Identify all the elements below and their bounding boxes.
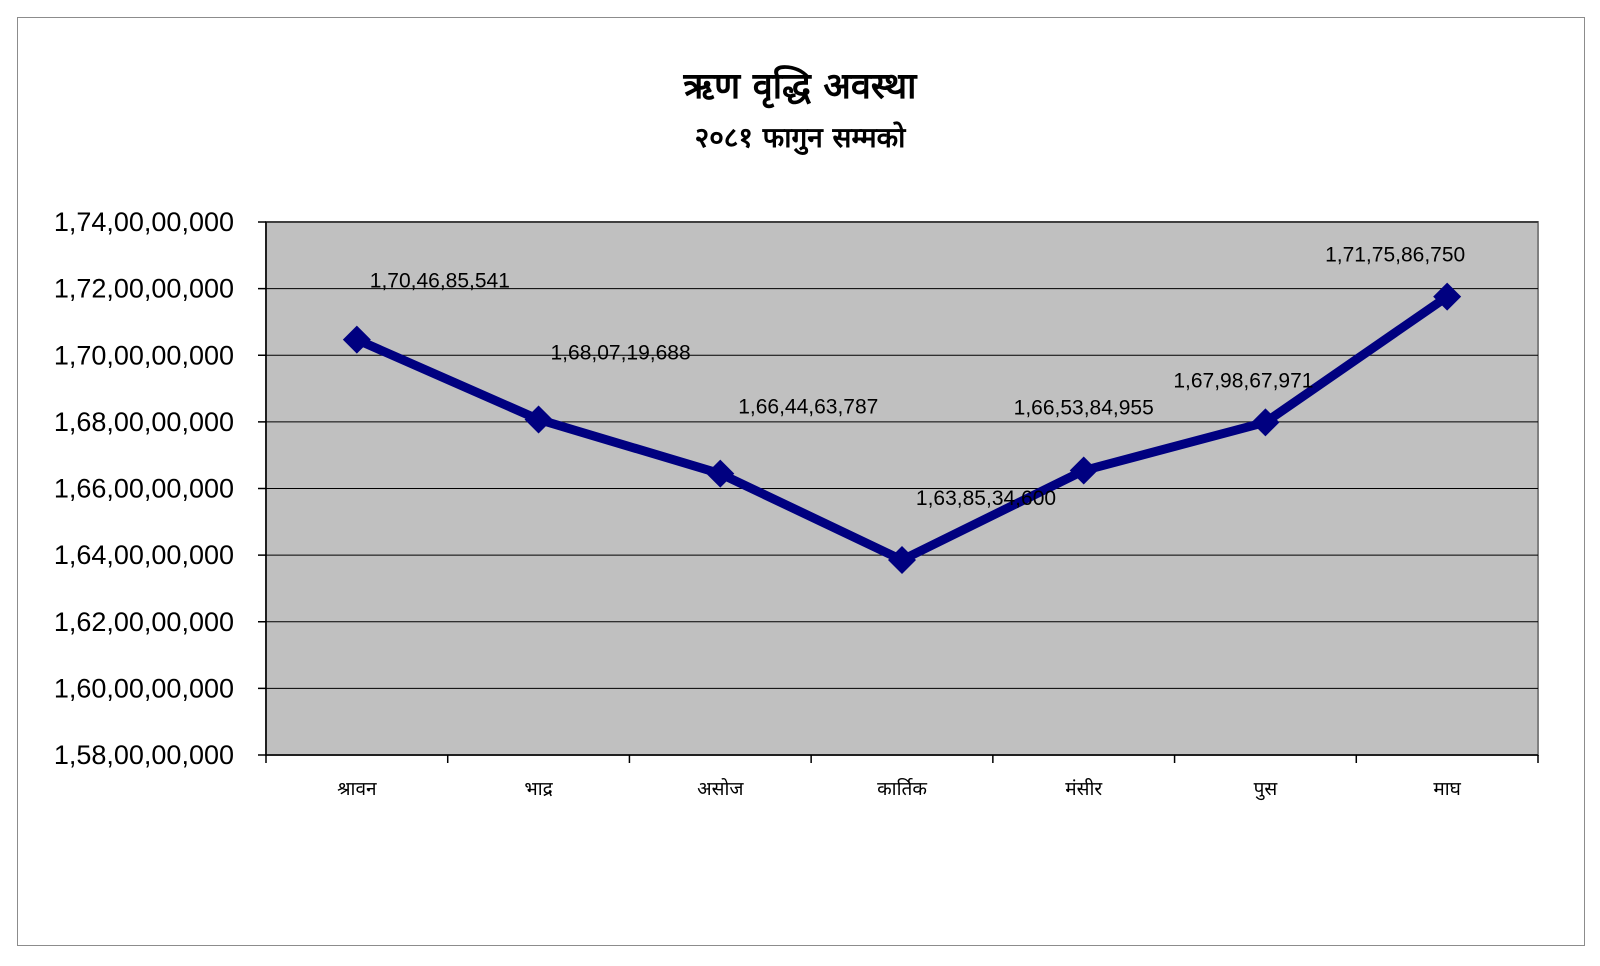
data-point-marker xyxy=(342,325,371,354)
data-label: 1,70,46,85,541 xyxy=(370,270,510,293)
y-tick-label: 1,64,00,00,000 xyxy=(54,540,234,570)
data-point-marker xyxy=(1433,282,1462,311)
chart-title: ऋण वृद्धि अवस्था xyxy=(683,66,917,107)
y-tick-label: 1,66,00,00,000 xyxy=(54,474,234,504)
data-label: 1,63,85,34,600 xyxy=(916,487,1056,510)
y-tick-label: 1,58,00,00,000 xyxy=(54,740,234,770)
y-tick-label: 1,62,00,00,000 xyxy=(54,607,234,637)
data-label: 1,66,53,84,955 xyxy=(1014,397,1154,420)
x-tick-label: श्रावन xyxy=(337,778,377,800)
y-tick-label: 1,68,00,00,000 xyxy=(54,407,234,437)
data-label: 1,66,44,63,787 xyxy=(738,396,878,419)
data-point-marker xyxy=(1069,456,1098,485)
data-label: 1,68,07,19,688 xyxy=(551,341,691,364)
x-tick-label: पुस xyxy=(1254,778,1279,801)
y-tick-label: 1,60,00,00,000 xyxy=(54,673,234,703)
data-point-marker xyxy=(888,546,916,575)
data-point-marker xyxy=(1251,408,1280,437)
data-point-marker xyxy=(706,459,735,488)
data-label: 1,71,75,86,750 xyxy=(1325,244,1465,267)
y-tick-label: 1,74,00,00,000 xyxy=(54,207,234,237)
x-tick-label: मंसीर xyxy=(1065,777,1103,800)
data-point-marker xyxy=(524,405,553,434)
x-tick-label: कार्तिक xyxy=(877,777,927,800)
chart-subtitle: २०८१ फागुन सम्मको xyxy=(694,121,906,154)
data-label: 1,67,98,67,971 xyxy=(1173,369,1313,392)
y-tick-label: 1,70,00,00,000 xyxy=(54,340,234,370)
x-tick-label: माघ xyxy=(1433,778,1461,800)
y-tick-label: 1,72,00,00,000 xyxy=(54,274,234,304)
x-tick-label: असोज xyxy=(697,777,744,800)
x-tick-label: भाद्र xyxy=(524,778,553,800)
